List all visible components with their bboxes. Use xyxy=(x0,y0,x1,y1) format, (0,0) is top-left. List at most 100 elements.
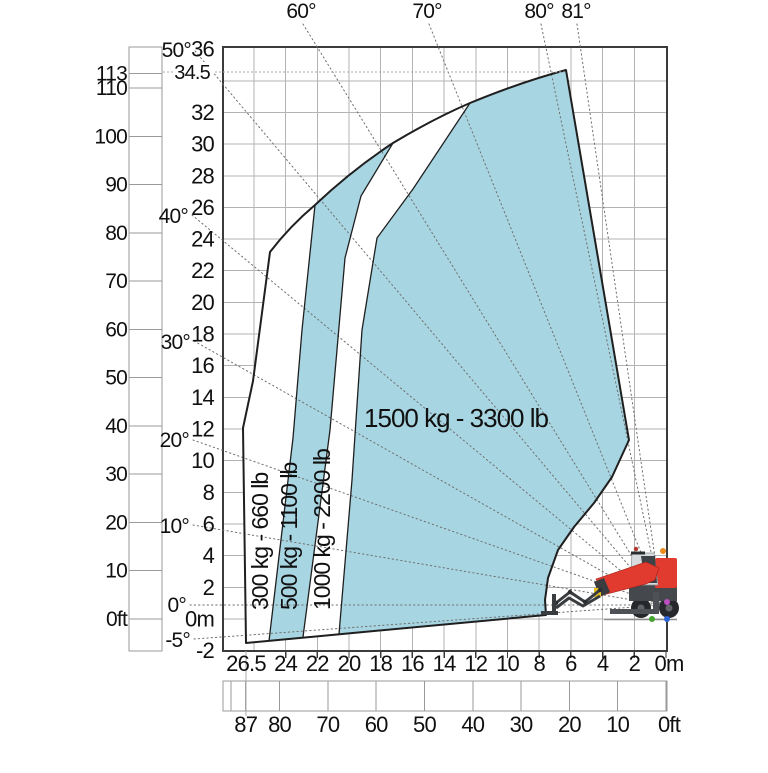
x-axis-m-tick-label: 26.5 xyxy=(226,651,266,676)
y-axis-m-tick-label: 32 xyxy=(191,100,214,125)
y-axis-m-tick-label: 20 xyxy=(191,290,214,315)
boom-angle-ray--5deg xyxy=(193,604,663,640)
y-axis-ft-tick-label: 113 xyxy=(96,63,127,86)
y-axis-m-tick-label: 8 xyxy=(203,480,215,505)
boom-angle-label-30deg: 30° xyxy=(161,331,191,354)
y-axis-ft-tick-label: 50 xyxy=(105,367,127,390)
jib-arm-upper xyxy=(555,588,601,605)
cab-roof xyxy=(631,551,645,555)
x-axis-ft-tick-label: 0ft xyxy=(658,712,681,737)
x-axis-ft-tick-label: 50 xyxy=(413,712,436,737)
jib-joint xyxy=(567,589,573,595)
x-axis-ft-tick-label: 30 xyxy=(510,712,533,737)
max-height-label-bg xyxy=(175,62,213,81)
boom-head xyxy=(594,578,610,597)
left-ft-ruler xyxy=(128,46,163,652)
y-axis-m-tick-label: 30 xyxy=(191,132,214,157)
boom-angle-label-20deg: 20° xyxy=(160,429,190,452)
jib-arm-lower xyxy=(555,594,601,610)
y-axis-ft-tick-label: 20 xyxy=(105,511,127,534)
x-axis-m-tick-label: 12 xyxy=(464,651,487,676)
x-axis-ft-tick-label: 87 xyxy=(234,712,257,737)
front-wheel-hub xyxy=(665,604,673,612)
bottom-m-ticks xyxy=(245,651,667,658)
x-axis-m-tick-label: 8 xyxy=(533,651,545,676)
x-axis-m-tick-label: 6 xyxy=(565,651,577,676)
x-axis-ft-tick-label: 40 xyxy=(461,712,484,737)
x-axis-ft-tick-label: 70 xyxy=(316,712,339,737)
x-axis-m-tick-label: 18 xyxy=(369,651,392,676)
x-axis-m-tick-label: 20 xyxy=(338,651,361,676)
y-axis-m-tick-label: 22 xyxy=(191,258,214,283)
fork-mast xyxy=(552,594,556,613)
y-axis-m-tick-label-max: 34.5 xyxy=(174,62,210,84)
jib-joint xyxy=(597,587,603,593)
y-axis-ft-tick-label: 70 xyxy=(105,270,127,293)
zone-divider-line xyxy=(302,142,394,638)
x-axis-m-tick-label: 4 xyxy=(597,651,609,676)
jib-joint xyxy=(582,599,588,605)
boom-angle-label-0deg: 0° xyxy=(168,594,187,617)
marker-dot xyxy=(660,548,666,554)
x-axis-ft-tick-label: 10 xyxy=(606,712,629,737)
envelope-outline xyxy=(242,69,630,644)
boom-angle-label-80deg: 80° xyxy=(524,0,554,23)
marker-dot xyxy=(664,616,670,622)
y-axis-ft-tick-label: 90 xyxy=(105,174,127,197)
capacity-zone-500kg xyxy=(269,143,393,641)
boom-angle-ray-60deg xyxy=(302,23,663,606)
y-axis-m-tick-label: 18 xyxy=(191,322,214,347)
left-ft-ruler-frame xyxy=(128,46,163,652)
boom-angle-label-60deg: 60° xyxy=(286,0,316,23)
y-axis-ft-tick-label: 40 xyxy=(105,415,127,438)
ground-fork-backrest xyxy=(653,592,659,614)
engine-body xyxy=(655,558,677,588)
boom-angle-ray-30deg xyxy=(193,340,663,606)
y-axis-m-tick-label: -2 xyxy=(196,638,215,663)
y-axis-m-tick-label: 2 xyxy=(203,575,215,600)
cab-beacon xyxy=(633,546,639,552)
bottom-ft-ruler xyxy=(222,680,668,712)
bottom-ft-ruler-frame xyxy=(222,680,668,712)
boom-angle-ray-10deg xyxy=(192,524,663,606)
zone-divider-line xyxy=(338,102,471,635)
y-axis-ft-tick-label: 60 xyxy=(105,318,127,341)
boom-angle-label-81deg: 81° xyxy=(561,0,591,23)
capacity-zone-label-300kg: 300 kg - 660 lb xyxy=(247,473,273,610)
ground-fork-blade xyxy=(610,609,659,614)
capacity-zone-1500kg xyxy=(339,70,629,634)
x-axis-m-tick-label: 14 xyxy=(433,651,456,676)
boom-angle-ray-70deg xyxy=(428,23,663,606)
boom-angle-label-70deg: 70° xyxy=(412,0,442,23)
zone-divider-line xyxy=(268,204,316,642)
y-axis-m-tick-label: 28 xyxy=(191,163,214,188)
y-axis-m-tick-label: 24 xyxy=(191,227,214,252)
x-axis-m-tick-label: 10 xyxy=(496,651,519,676)
y-axis-ft-tick-label: 110 xyxy=(96,77,127,100)
y-axis-ft-tick-label: 100 xyxy=(94,125,127,148)
boom-angle-ray-20deg xyxy=(192,439,663,606)
boom-angle-label-10deg: 10° xyxy=(160,515,190,538)
boom-angle-label-40deg: 40° xyxy=(159,205,189,228)
boom-angle-rays xyxy=(189,23,663,640)
y-axis-m-tick-label: 10 xyxy=(191,448,214,473)
x-axis-ft-tick-label: 80 xyxy=(268,712,291,737)
y-axis-m-tick-label: 4 xyxy=(203,543,215,568)
capacity-zone-label-1500kg: 1500 kg - 3300 lb xyxy=(364,403,548,433)
boom-angle-ray-50deg xyxy=(194,50,663,606)
y-axis-ft-tick-label: 80 xyxy=(105,222,127,245)
marker-dot xyxy=(649,616,655,622)
axis-labels: 3634.532302826242220181614121086420m-211… xyxy=(94,0,684,737)
y-axis-ft-tick-label: 10 xyxy=(105,560,127,583)
y-axis-m-tick-label: 12 xyxy=(191,417,214,442)
y-axis-ft-tick-label: 30 xyxy=(105,463,127,486)
marker-dot xyxy=(664,599,670,605)
capacity-zone-label-1000kg: 1000 kg - 2200 lb xyxy=(309,449,335,610)
boom-angle-label--5deg: -5° xyxy=(165,629,190,652)
fork-blade xyxy=(541,611,558,615)
y-axis-m-tick-label: 14 xyxy=(191,385,214,410)
x-axis-m-tick-label: 16 xyxy=(401,651,424,676)
boom-angle-ray-80deg xyxy=(540,23,663,606)
